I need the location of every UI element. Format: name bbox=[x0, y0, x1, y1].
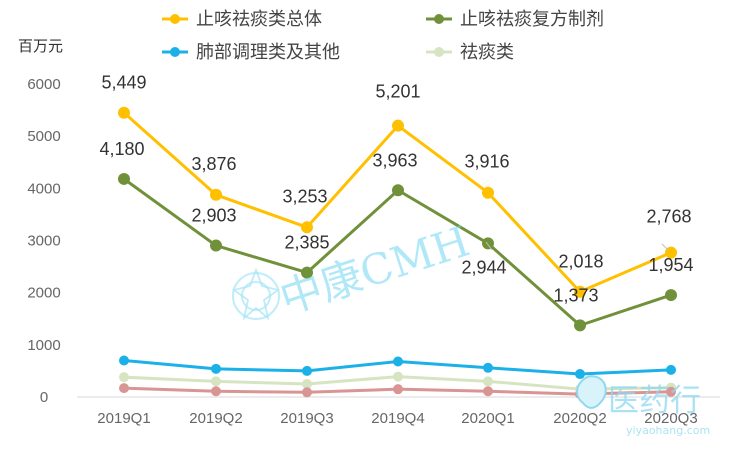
data-point bbox=[118, 106, 130, 119]
legend-label-4: 祛痰类 bbox=[460, 42, 514, 63]
data-point bbox=[666, 386, 676, 397]
data-point bbox=[574, 285, 586, 298]
x-tick-label: 2019Q1 bbox=[97, 410, 150, 427]
data-label: 3,253 bbox=[282, 186, 327, 206]
data-label: 1,373 bbox=[553, 285, 598, 305]
data-point bbox=[666, 364, 676, 375]
legend-marker-1 bbox=[170, 14, 180, 24]
data-point bbox=[575, 369, 585, 380]
x-tick-label: 2019Q4 bbox=[371, 410, 424, 427]
data-label: 2,768 bbox=[646, 207, 691, 227]
series-markers bbox=[118, 106, 677, 400]
x-tick-label: 2019Q2 bbox=[189, 410, 242, 427]
data-label: 1,954 bbox=[648, 255, 693, 275]
data-point bbox=[211, 363, 221, 374]
data-point bbox=[211, 386, 221, 397]
data-point bbox=[210, 188, 222, 201]
data-label: 3,916 bbox=[464, 152, 509, 172]
data-point bbox=[301, 266, 313, 279]
x-tick-label: 2020Q1 bbox=[461, 410, 514, 427]
y-tick-label: 1000 bbox=[27, 337, 60, 354]
axes: 0 1000 2000 3000 4000 5000 6000 2019Q1 2019Q2 201… bbox=[27, 76, 720, 427]
label-leader-line bbox=[661, 243, 669, 251]
data-point bbox=[118, 172, 130, 185]
data-point bbox=[393, 356, 403, 367]
legend-marker-3 bbox=[170, 47, 180, 57]
data-point bbox=[302, 387, 312, 398]
data-point bbox=[482, 237, 494, 250]
data-point bbox=[211, 376, 221, 387]
data-point bbox=[392, 119, 404, 132]
x-tick-label: 2019Q3 bbox=[280, 410, 333, 427]
label-leader-line bbox=[485, 241, 493, 251]
y-tick-label: 0 bbox=[40, 389, 48, 406]
data-label: 5,449 bbox=[101, 73, 146, 93]
data-point bbox=[574, 319, 586, 332]
data-label: 5,201 bbox=[375, 82, 420, 102]
data-label: 3,876 bbox=[191, 154, 236, 174]
y-tick-label: 4000 bbox=[27, 180, 60, 197]
data-label: 2,018 bbox=[558, 252, 603, 272]
data-label: 2,903 bbox=[191, 206, 236, 226]
data-point bbox=[119, 355, 129, 366]
data-point bbox=[302, 378, 312, 389]
y-tick-label: 3000 bbox=[27, 233, 60, 250]
legend-marker-4 bbox=[434, 47, 444, 57]
data-point bbox=[301, 221, 313, 234]
y-tick-label: 2000 bbox=[27, 285, 60, 302]
yiyaohang-logo-icon bbox=[576, 375, 607, 409]
data-point bbox=[482, 186, 494, 199]
data-point bbox=[393, 384, 403, 395]
cmh-watermark: 中康CMH bbox=[231, 216, 475, 324]
data-labels: 5,449 3,876 3,253 5,201 3,916 2,018 2,768 4,180… bbox=[99, 73, 693, 306]
data-point bbox=[302, 365, 312, 376]
data-label: 2,385 bbox=[284, 233, 329, 253]
data-point bbox=[665, 289, 677, 302]
y-tick-label: 6000 bbox=[27, 76, 60, 93]
data-point bbox=[393, 371, 403, 382]
data-point bbox=[210, 239, 222, 252]
watermark-corner-text: 医药行 bbox=[608, 383, 701, 419]
data-point bbox=[119, 372, 129, 383]
legend-label-2: 止咳祛痰复方制剂 bbox=[460, 9, 604, 30]
legend-label-3: 肺部调理类及其他 bbox=[196, 42, 340, 63]
data-label: 2,944 bbox=[461, 257, 506, 277]
legend-marker-2 bbox=[434, 14, 444, 24]
watermark-url-text: yiyaohang.com bbox=[626, 424, 710, 437]
data-point bbox=[119, 383, 129, 394]
flower-logo-icon bbox=[231, 267, 281, 321]
watermark-ring-icon bbox=[232, 272, 280, 320]
y-axis-unit-label: 百万元 bbox=[18, 37, 63, 55]
data-label: 4,180 bbox=[99, 139, 144, 159]
data-point bbox=[483, 386, 493, 397]
data-point bbox=[483, 376, 493, 387]
yiyaohang-watermark: 医药行 yiyaohang.com bbox=[576, 375, 710, 437]
legend-label-1: 止咳祛痰类总体 bbox=[196, 9, 322, 30]
data-label: 3,963 bbox=[372, 150, 417, 170]
data-point bbox=[483, 362, 493, 373]
x-tick-label: 2020Q3 bbox=[644, 410, 697, 427]
y-tick-label: 5000 bbox=[27, 128, 60, 145]
x-tick-label: 2020Q2 bbox=[553, 410, 606, 427]
data-point bbox=[392, 184, 404, 197]
